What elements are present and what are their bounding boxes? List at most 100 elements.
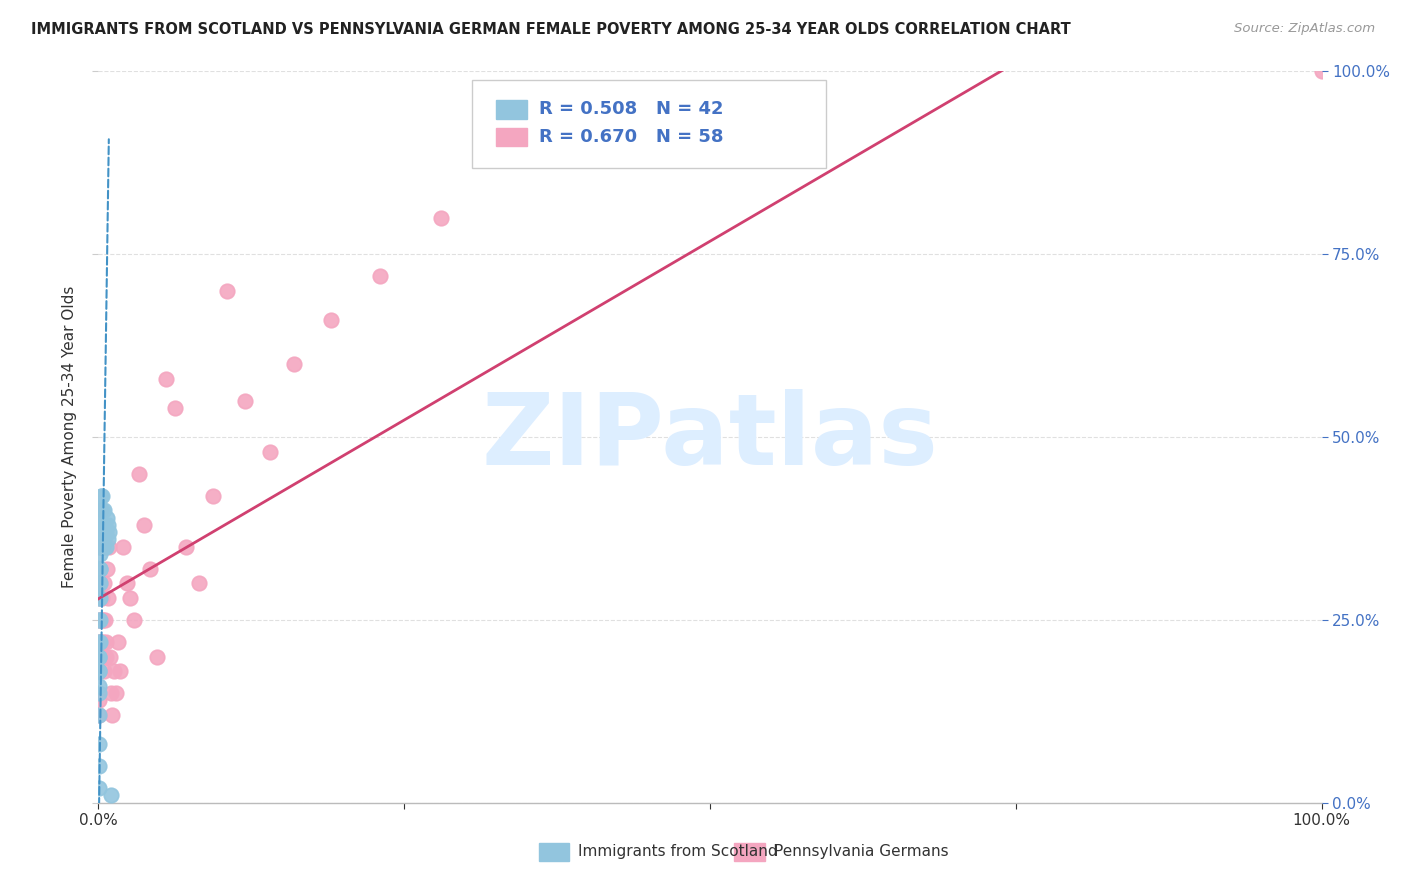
Point <box>89 591 111 605</box>
Point <box>110 664 132 678</box>
Text: R = 0.508   N = 42: R = 0.508 N = 42 <box>538 101 723 119</box>
Point <box>89 649 111 664</box>
Point <box>259 444 281 458</box>
Point <box>97 540 120 554</box>
Point <box>90 635 112 649</box>
Point <box>91 517 114 532</box>
Point <box>132 517 155 532</box>
Point <box>90 517 112 532</box>
Point <box>89 562 111 576</box>
Point <box>94 517 117 532</box>
Text: ZIPatlas: ZIPatlas <box>482 389 938 485</box>
Point <box>87 737 110 751</box>
Point <box>90 591 112 605</box>
Point <box>89 576 111 591</box>
Point <box>89 635 111 649</box>
Point <box>91 635 114 649</box>
Point <box>93 503 115 517</box>
Point <box>90 503 112 517</box>
Point <box>122 613 145 627</box>
Point <box>91 613 114 627</box>
Point <box>89 613 111 627</box>
Point <box>87 679 110 693</box>
Point <box>90 503 112 517</box>
FancyBboxPatch shape <box>471 80 827 168</box>
Point <box>89 664 111 678</box>
Point <box>202 489 225 503</box>
Text: Immigrants from Scotland: Immigrants from Scotland <box>578 844 778 859</box>
Point <box>89 576 111 591</box>
Point <box>111 540 134 554</box>
Point <box>89 649 111 664</box>
Point <box>187 576 209 591</box>
Point <box>215 284 238 298</box>
Point <box>87 693 110 707</box>
Point <box>115 576 138 591</box>
Point <box>93 576 115 591</box>
Point <box>89 576 111 591</box>
Point <box>89 613 111 627</box>
Point <box>105 686 128 700</box>
Point <box>91 649 114 664</box>
Point <box>146 649 169 664</box>
Point <box>97 517 120 532</box>
Point <box>87 781 110 796</box>
Y-axis label: Female Poverty Among 25-34 Year Olds: Female Poverty Among 25-34 Year Olds <box>62 286 77 588</box>
Point <box>98 649 121 664</box>
Point <box>90 591 112 605</box>
Point <box>89 540 111 554</box>
Point <box>91 540 114 554</box>
Point <box>94 613 117 627</box>
Point <box>89 562 111 576</box>
FancyBboxPatch shape <box>734 843 765 862</box>
Point <box>90 540 112 554</box>
Point <box>165 401 187 415</box>
Point <box>101 708 124 723</box>
Point <box>90 533 112 547</box>
Point <box>233 393 256 408</box>
Point <box>93 664 115 678</box>
Point <box>89 591 111 605</box>
Point <box>89 547 111 561</box>
Point <box>89 576 111 591</box>
Point <box>283 357 305 371</box>
Point <box>90 503 112 517</box>
Point <box>89 635 111 649</box>
Point <box>97 591 120 605</box>
Point <box>100 789 122 803</box>
Text: IMMIGRANTS FROM SCOTLAND VS PENNSYLVANIA GERMAN FEMALE POVERTY AMONG 25-34 YEAR : IMMIGRANTS FROM SCOTLAND VS PENNSYLVANIA… <box>31 22 1071 37</box>
Point <box>107 635 129 649</box>
Point <box>89 517 111 532</box>
Point <box>91 517 114 532</box>
Point <box>87 664 110 678</box>
FancyBboxPatch shape <box>496 100 527 119</box>
Point <box>155 371 177 385</box>
Text: Source: ZipAtlas.com: Source: ZipAtlas.com <box>1234 22 1375 36</box>
Point <box>139 562 162 576</box>
Point <box>89 708 111 723</box>
Point <box>368 269 391 284</box>
Point <box>89 591 111 605</box>
Point <box>97 533 120 547</box>
Point <box>96 510 118 524</box>
Point <box>94 525 117 540</box>
Point <box>87 649 110 664</box>
Point <box>89 613 111 627</box>
Point <box>89 540 111 554</box>
Point <box>96 562 118 576</box>
Point <box>93 533 115 547</box>
Point <box>87 759 110 773</box>
FancyBboxPatch shape <box>496 128 527 146</box>
FancyBboxPatch shape <box>538 843 569 862</box>
Point <box>430 211 453 225</box>
Text: R = 0.670   N = 58: R = 0.670 N = 58 <box>538 128 723 146</box>
Point <box>87 664 110 678</box>
Point <box>94 635 117 649</box>
Point <box>128 467 150 481</box>
Point <box>89 613 111 627</box>
Point <box>91 540 114 554</box>
Text: Pennsylvania Germans: Pennsylvania Germans <box>773 844 948 859</box>
Point <box>87 635 110 649</box>
Point <box>87 708 110 723</box>
Point <box>120 591 142 605</box>
